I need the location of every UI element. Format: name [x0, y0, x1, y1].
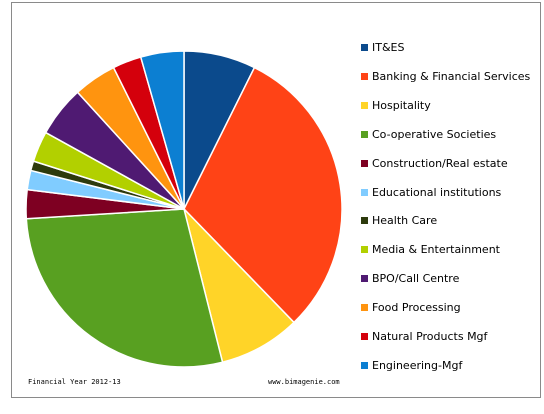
- legend-swatch: [361, 304, 368, 312]
- legend-swatch: [361, 130, 368, 138]
- legend-label: Natural Products Mgf: [372, 330, 488, 343]
- legend-swatch: [361, 72, 368, 80]
- footer-financial-year: Financial Year 2012-13: [28, 378, 121, 386]
- legend-label: Banking & Financial Services: [372, 69, 531, 83]
- legend-swatch: [361, 246, 368, 254]
- legend-swatch: [361, 333, 368, 340]
- legend-swatch: [361, 44, 368, 51]
- pie-slices: [25, 50, 343, 368]
- legend-swatch: [361, 275, 368, 283]
- legend-label: Educational institutions: [372, 185, 502, 199]
- legend-swatch: [361, 188, 368, 196]
- footer-website: www.bimagenie.com: [268, 378, 340, 386]
- legend-swatch: [361, 101, 368, 109]
- legend-label: Hospitality: [372, 98, 431, 112]
- legend-label: Food Processing: [372, 301, 461, 315]
- legend-label: Media & Entertainment: [372, 243, 500, 257]
- legend-label: Construction/Real estate: [372, 156, 508, 170]
- legend-swatch: [361, 361, 368, 369]
- legend-label: BPO/Call Centre: [372, 272, 460, 286]
- legend-label: Engineering-Mgf: [372, 358, 463, 372]
- pie-slice-engineering-mgf: [139, 50, 185, 210]
- pie-slice-banking-financial-services: [183, 66, 343, 324]
- legend-swatch: [361, 159, 368, 167]
- legend-label: IT&ES: [372, 41, 405, 54]
- legend-label: Health Care: [372, 214, 438, 228]
- legend-swatch: [361, 217, 368, 225]
- legend-label: Co-operative Societies: [372, 127, 497, 141]
- pie-slice-co-operative-societies: [25, 208, 224, 368]
